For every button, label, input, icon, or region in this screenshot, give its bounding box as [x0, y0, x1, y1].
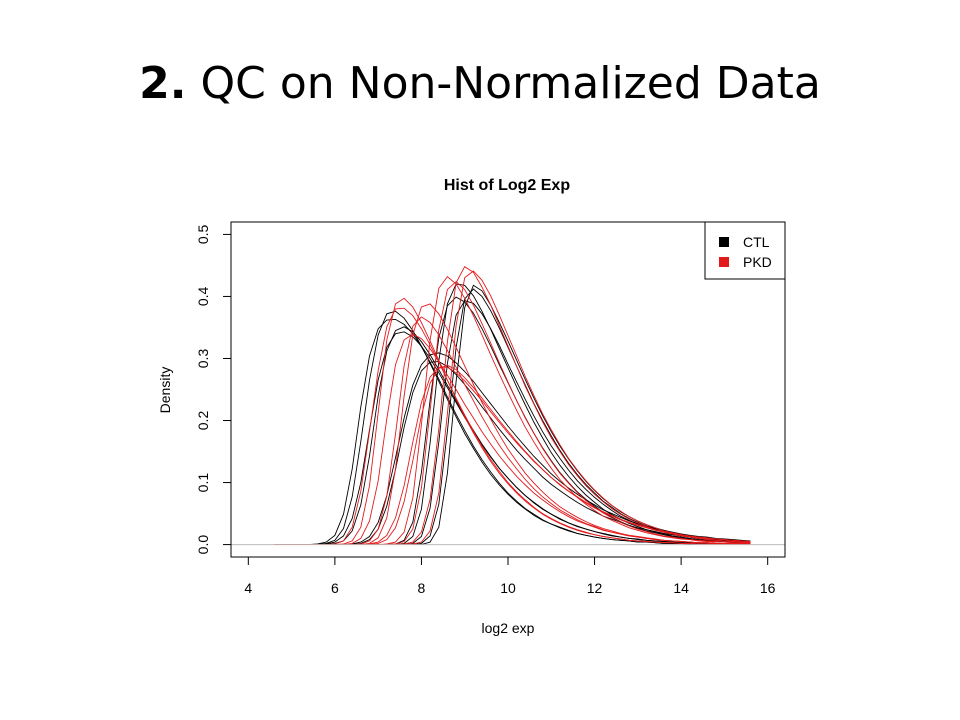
density-curve-ctl-8 [274, 283, 751, 546]
legend: CTL PKD [704, 221, 786, 280]
slide-title: 2. QC on Non-Normalized Data [0, 58, 960, 111]
legend-swatch-pkd [719, 257, 729, 267]
density-curve-ctl-7 [274, 296, 751, 546]
slide-title-text: QC on Non-Normalized Data [200, 58, 821, 109]
density-curve-ctl-10 [274, 288, 751, 546]
density-curve-ctl-6 [274, 361, 751, 546]
density-curve-ctl-4 [274, 326, 751, 546]
x-tick-label: 4 [244, 580, 252, 596]
density-curve-ctl-2 [274, 310, 751, 546]
chart-title: Hist of Log2 Exp [444, 177, 570, 194]
y-axis: 0.0 0.1 0.2 0.3 0.4 0.5 [195, 224, 232, 555]
density-curve-pkd-16 [274, 303, 751, 546]
y-tick-label: 0.0 [195, 535, 211, 555]
x-tick-label: 12 [587, 580, 603, 596]
y-axis-label: Density [157, 367, 173, 414]
slide-title-number: 2. [139, 58, 187, 109]
y-tick-label: 0.2 [195, 411, 211, 431]
y-tick-label: 0.1 [195, 473, 211, 493]
x-axis-label: log2 exp [482, 620, 535, 636]
plot-frame [230, 221, 786, 558]
x-tick-label: 16 [760, 580, 776, 596]
density-curve-ctl-5 [274, 352, 751, 546]
legend-label-pkd: PKD [743, 254, 772, 270]
x-tick-label: 8 [418, 580, 426, 596]
y-tick-label: 0.3 [195, 349, 211, 369]
x-tick-label: 10 [500, 580, 516, 596]
legend-label-ctl: CTL [743, 234, 770, 250]
x-tick-label: 14 [673, 580, 689, 596]
density-curve-pkd-13 [274, 297, 751, 546]
y-tick-label: 0.5 [195, 224, 211, 244]
x-axis: 4 6 8 10 12 14 16 [244, 556, 776, 596]
density-curve-pkd-12 [274, 307, 751, 546]
density-curve-pkd-20 [274, 280, 751, 546]
density-curve-pkd-14 [274, 333, 751, 546]
density-curves [274, 266, 751, 546]
x-tick-label: 6 [331, 580, 339, 596]
y-tick-label: 0.4 [195, 286, 211, 306]
density-curve-ctl-11 [274, 284, 751, 546]
legend-swatch-ctl [719, 237, 729, 247]
legend-box [704, 221, 786, 280]
density-curve-ctl-9 [274, 300, 751, 546]
